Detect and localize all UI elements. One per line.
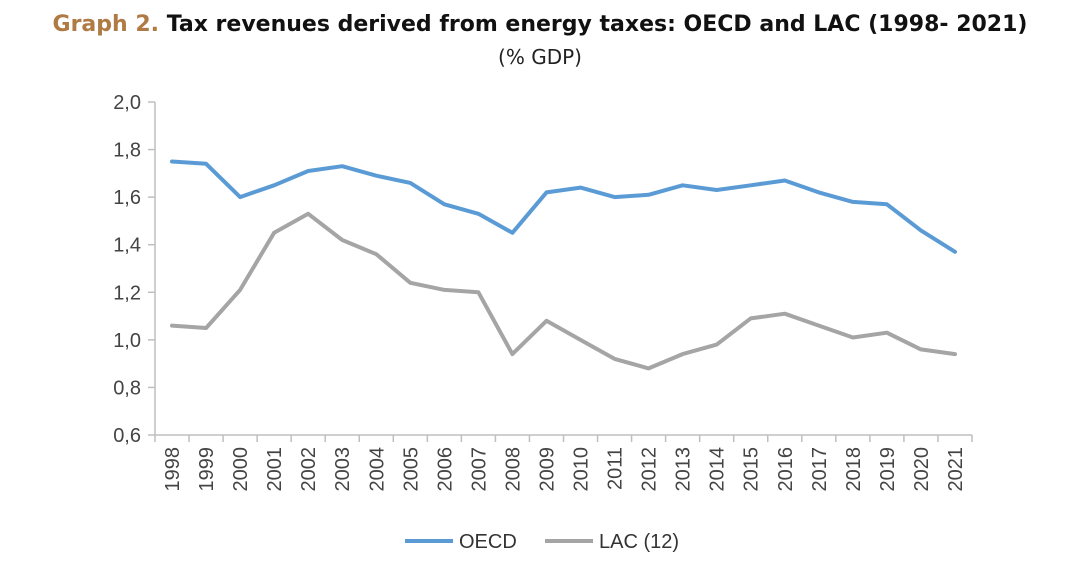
x-tick-label: 2002 bbox=[298, 447, 320, 492]
chart-title-prefix: Graph 2. bbox=[52, 12, 160, 37]
x-tick-label: 2014 bbox=[707, 447, 729, 492]
chart-title-block: Graph 2. Tax revenues derived from energ… bbox=[0, 12, 1080, 69]
series-layer bbox=[170, 159, 957, 371]
chart-title-main: Tax revenues derived from energy taxes: … bbox=[166, 12, 1028, 37]
x-tick-label: 2016 bbox=[775, 447, 797, 492]
legend-label: LAC (12) bbox=[599, 531, 679, 553]
x-tick-label: 2008 bbox=[502, 447, 524, 492]
x-tick-label: 2019 bbox=[877, 447, 899, 492]
x-tick-label: 1998 bbox=[162, 447, 184, 492]
x-tick-label: 1999 bbox=[196, 447, 218, 492]
y-tick-label: 0,8 bbox=[113, 377, 141, 399]
x-tick-label: 2013 bbox=[673, 447, 695, 492]
x-tick-label: 2004 bbox=[366, 447, 388, 492]
y-tick-label: 2,0 bbox=[113, 92, 141, 114]
x-tick-label: 2011 bbox=[605, 447, 627, 490]
x-tick-label: 2020 bbox=[911, 447, 933, 492]
y-tick-label: 1,0 bbox=[113, 330, 141, 352]
x-tick-label: 2018 bbox=[843, 447, 865, 492]
y-tick-label: 0,6 bbox=[113, 425, 141, 447]
chart-legend: OECD LAC (12) bbox=[405, 531, 679, 553]
x-tick-label: 2007 bbox=[468, 447, 490, 492]
legend-label: OECD bbox=[459, 531, 517, 553]
series-line-lac-12 bbox=[170, 211, 957, 371]
x-tick-label: 2001 bbox=[264, 447, 286, 492]
x-tick-label: 2009 bbox=[536, 447, 558, 492]
x-tick-label: 2000 bbox=[230, 447, 252, 492]
chart-axes: 0,6 0,8 1,0 1,2 1,4 1,6 1,8 2,0 1998 1999 2000 2001… bbox=[113, 92, 973, 492]
y-tick-label: 1,4 bbox=[113, 235, 141, 257]
x-tick-label: 2015 bbox=[741, 447, 763, 492]
y-tick-label: 1,2 bbox=[113, 282, 141, 304]
x-tick-label: 2012 bbox=[639, 447, 661, 492]
x-tick-label: 2003 bbox=[332, 447, 354, 492]
y-tick-label: 1,8 bbox=[113, 140, 141, 162]
x-tick-label: 2006 bbox=[434, 447, 456, 492]
x-tick-label: 2010 bbox=[571, 447, 593, 492]
y-tick-label: 1,6 bbox=[113, 187, 141, 209]
x-tick-label: 2021 bbox=[945, 447, 967, 492]
chart-subtitle: (% GDP) bbox=[498, 45, 582, 69]
x-tick-label: 2017 bbox=[809, 447, 831, 492]
x-tick-label: 2005 bbox=[400, 447, 422, 492]
chart-title: Graph 2. Tax revenues derived from energ… bbox=[0, 12, 1080, 37]
series-line-oecd bbox=[170, 159, 957, 254]
